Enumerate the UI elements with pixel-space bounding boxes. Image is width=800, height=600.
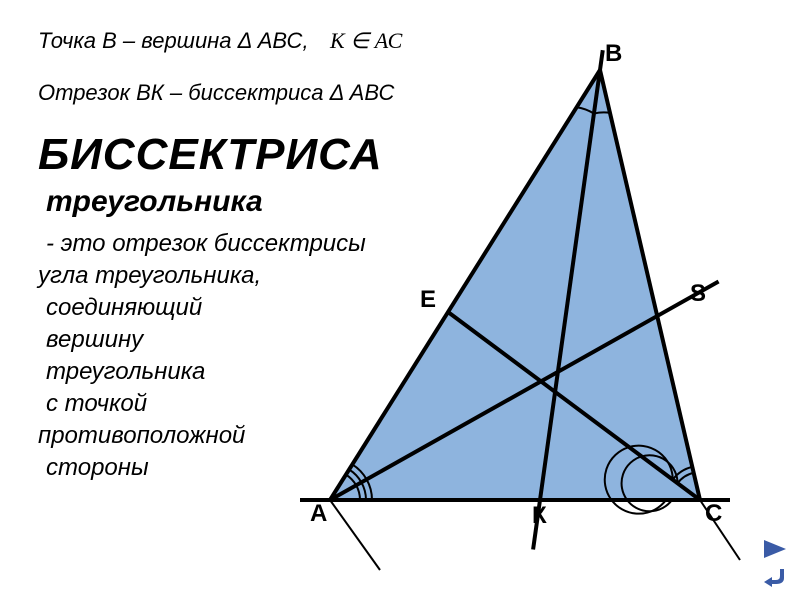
back-button[interactable] bbox=[762, 566, 788, 588]
next-button[interactable] bbox=[762, 538, 788, 560]
return-icon bbox=[762, 566, 788, 588]
geometry-diagram bbox=[0, 0, 800, 600]
triangle-right-icon bbox=[762, 538, 788, 560]
